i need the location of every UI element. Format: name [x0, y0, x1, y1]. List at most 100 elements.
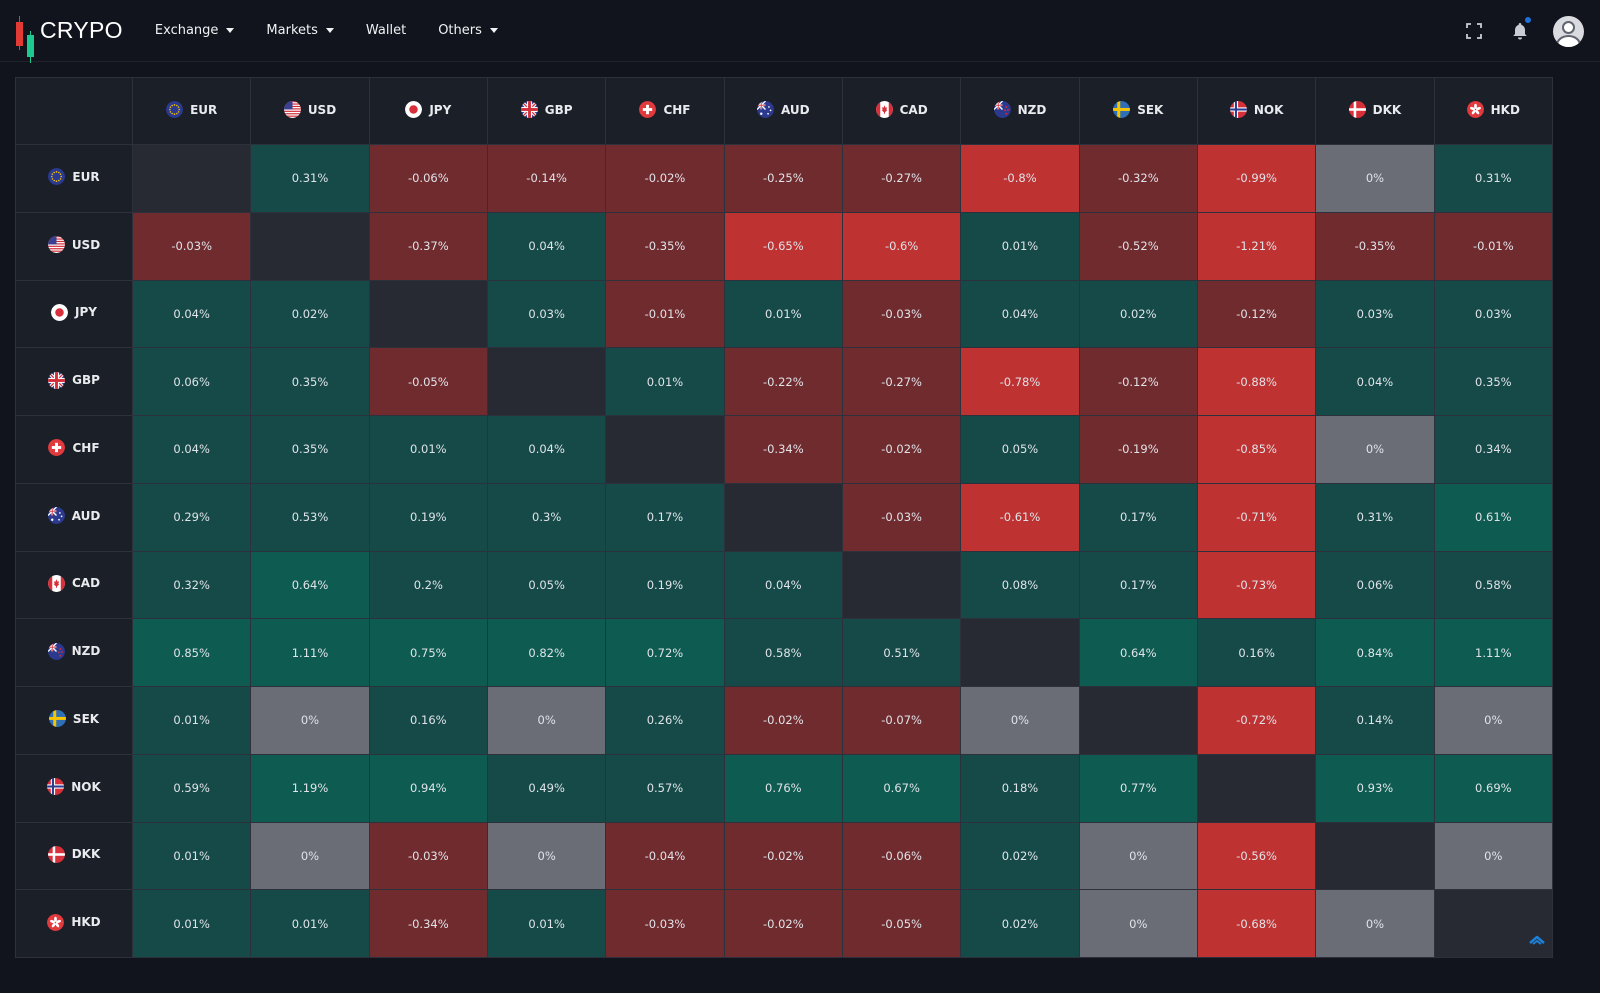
rate-cell-dkk-jpy[interactable]: -0.03%: [368, 821, 488, 891]
rate-cell-hkd-jpy[interactable]: -0.34%: [368, 889, 488, 958]
rate-cell-aud-eur[interactable]: 0.29%: [131, 482, 252, 552]
rate-cell-chf-nok[interactable]: -0.85%: [1196, 415, 1317, 484]
rate-cell-sek-aud[interactable]: -0.02%: [723, 686, 843, 755]
rate-cell-sek-jpy[interactable]: 0.16%: [368, 686, 488, 755]
rate-cell-jpy-gbp[interactable]: 0.03%: [486, 279, 607, 349]
rate-cell-nok-hkd[interactable]: 0.69%: [1433, 753, 1554, 823]
rate-cell-cad-jpy[interactable]: 0.2%: [368, 550, 488, 620]
rate-cell-cad-eur[interactable]: 0.32%: [131, 550, 252, 620]
rate-cell-usd-eur[interactable]: -0.03%: [131, 211, 252, 281]
rate-cell-gbp-aud[interactable]: -0.22%: [723, 347, 843, 416]
rate-cell-nok-cad[interactable]: 0.67%: [841, 753, 962, 823]
rate-cell-gbp-hkd[interactable]: 0.35%: [1433, 347, 1554, 416]
rate-cell-sek-nzd[interactable]: 0%: [960, 686, 1080, 755]
rate-cell-eur-nzd[interactable]: -0.8%: [960, 144, 1080, 213]
rate-cell-usd-chf[interactable]: -0.35%: [605, 211, 725, 281]
rate-cell-eur-usd[interactable]: 0.31%: [250, 144, 370, 213]
column-header-nok[interactable]: NOK: [1196, 77, 1317, 145]
rate-cell-nzd-aud[interactable]: 0.58%: [723, 618, 843, 687]
rate-cell-hkd-nok[interactable]: -0.68%: [1196, 889, 1317, 958]
rate-cell-dkk-cad[interactable]: -0.06%: [841, 821, 962, 891]
rate-cell-jpy-hkd[interactable]: 0.03%: [1433, 279, 1554, 349]
rate-cell-jpy-nzd[interactable]: 0.04%: [960, 279, 1080, 349]
row-header-cad[interactable]: CAD: [15, 550, 133, 620]
nav-wallet[interactable]: Wallet: [366, 23, 406, 38]
rate-cell-nzd-dkk[interactable]: 0.84%: [1315, 618, 1435, 687]
rate-cell-eur-cad[interactable]: -0.27%: [841, 144, 962, 213]
row-header-hkd[interactable]: HKD: [15, 889, 133, 958]
rate-cell-sek-eur[interactable]: 0.01%: [131, 686, 252, 755]
rate-cell-nok-aud[interactable]: 0.76%: [723, 753, 843, 823]
rate-cell-cad-hkd[interactable]: 0.58%: [1433, 550, 1554, 620]
rate-cell-cad-nzd[interactable]: 0.08%: [960, 550, 1080, 620]
rate-cell-usd-nzd[interactable]: 0.01%: [960, 211, 1080, 281]
row-header-gbp[interactable]: GBP: [15, 347, 133, 416]
rate-cell-nzd-nok[interactable]: 0.16%: [1196, 618, 1317, 687]
rate-cell-nok-usd[interactable]: 1.19%: [250, 753, 370, 823]
rate-cell-gbp-nok[interactable]: -0.88%: [1196, 347, 1317, 416]
rate-cell-hkd-nzd[interactable]: 0.02%: [960, 889, 1080, 958]
rate-cell-eur-nok[interactable]: -0.99%: [1196, 144, 1317, 213]
column-header-nzd[interactable]: NZD: [960, 77, 1080, 145]
rate-cell-nzd-usd[interactable]: 1.11%: [250, 618, 370, 687]
nav-others[interactable]: Others: [438, 23, 498, 38]
row-header-sek[interactable]: SEK: [15, 686, 133, 755]
rate-cell-cad-aud[interactable]: 0.04%: [723, 550, 843, 620]
rate-cell-sek-gbp[interactable]: 0%: [486, 686, 607, 755]
row-header-chf[interactable]: CHF: [15, 415, 133, 484]
rate-cell-hkd-cad[interactable]: -0.05%: [841, 889, 962, 958]
column-header-cad[interactable]: CAD: [841, 77, 962, 145]
rate-cell-cad-gbp[interactable]: 0.05%: [486, 550, 607, 620]
rate-cell-aud-hkd[interactable]: 0.61%: [1433, 482, 1554, 552]
column-header-dkk[interactable]: DKK: [1315, 77, 1435, 145]
column-header-aud[interactable]: AUD: [723, 77, 843, 145]
rate-cell-gbp-chf[interactable]: 0.01%: [605, 347, 725, 416]
rate-cell-usd-dkk[interactable]: -0.35%: [1315, 211, 1435, 281]
rate-cell-nzd-eur[interactable]: 0.85%: [131, 618, 252, 687]
rate-cell-jpy-nok[interactable]: -0.12%: [1196, 279, 1317, 349]
rate-cell-nok-sek[interactable]: 0.77%: [1078, 753, 1198, 823]
rate-cell-usd-jpy[interactable]: -0.37%: [368, 211, 488, 281]
rate-cell-gbp-dkk[interactable]: 0.04%: [1315, 347, 1435, 416]
rate-cell-hkd-dkk[interactable]: 0%: [1315, 889, 1435, 958]
rate-cell-gbp-nzd[interactable]: -0.78%: [960, 347, 1080, 416]
rate-cell-aud-nzd[interactable]: -0.61%: [960, 482, 1080, 552]
rate-cell-cad-sek[interactable]: 0.17%: [1078, 550, 1198, 620]
user-avatar[interactable]: [1553, 15, 1584, 47]
rate-cell-usd-hkd[interactable]: -0.01%: [1433, 211, 1554, 281]
column-header-hkd[interactable]: HKD: [1433, 77, 1554, 145]
rate-cell-nok-nzd[interactable]: 0.18%: [960, 753, 1080, 823]
rate-cell-chf-eur[interactable]: 0.04%: [131, 415, 252, 484]
rate-cell-jpy-usd[interactable]: 0.02%: [250, 279, 370, 349]
rate-cell-eur-hkd[interactable]: 0.31%: [1433, 144, 1554, 213]
rate-cell-eur-dkk[interactable]: 0%: [1315, 144, 1435, 213]
rate-cell-usd-aud[interactable]: -0.65%: [723, 211, 843, 281]
rate-cell-chf-hkd[interactable]: 0.34%: [1433, 415, 1554, 484]
rate-cell-aud-jpy[interactable]: 0.19%: [368, 482, 488, 552]
rate-cell-cad-nok[interactable]: -0.73%: [1196, 550, 1317, 620]
rate-cell-nok-gbp[interactable]: 0.49%: [486, 753, 607, 823]
rate-cell-gbp-eur[interactable]: 0.06%: [131, 347, 252, 416]
rate-cell-dkk-hkd[interactable]: 0%: [1433, 821, 1554, 891]
rate-cell-jpy-dkk[interactable]: 0.03%: [1315, 279, 1435, 349]
nav-markets[interactable]: Markets: [266, 23, 334, 38]
rate-cell-sek-dkk[interactable]: 0.14%: [1315, 686, 1435, 755]
rate-cell-sek-cad[interactable]: -0.07%: [841, 686, 962, 755]
rate-cell-sek-hkd[interactable]: 0%: [1433, 686, 1554, 755]
column-header-sek[interactable]: SEK: [1078, 77, 1198, 145]
rate-cell-nok-chf[interactable]: 0.57%: [605, 753, 725, 823]
rate-cell-jpy-cad[interactable]: -0.03%: [841, 279, 962, 349]
rate-cell-nok-dkk[interactable]: 0.93%: [1315, 753, 1435, 823]
rate-cell-sek-usd[interactable]: 0%: [250, 686, 370, 755]
rate-cell-nok-jpy[interactable]: 0.94%: [368, 753, 488, 823]
rate-cell-aud-dkk[interactable]: 0.31%: [1315, 482, 1435, 552]
rate-cell-eur-aud[interactable]: -0.25%: [723, 144, 843, 213]
column-header-jpy[interactable]: JPY: [368, 77, 488, 145]
rate-cell-usd-nok[interactable]: -1.21%: [1196, 211, 1317, 281]
rate-cell-aud-usd[interactable]: 0.53%: [250, 482, 370, 552]
rate-cell-eur-gbp[interactable]: -0.14%: [486, 144, 607, 213]
rate-cell-cad-dkk[interactable]: 0.06%: [1315, 550, 1435, 620]
rate-cell-dkk-nzd[interactable]: 0.02%: [960, 821, 1080, 891]
rate-cell-gbp-usd[interactable]: 0.35%: [250, 347, 370, 416]
nav-exchange[interactable]: Exchange: [155, 23, 235, 38]
